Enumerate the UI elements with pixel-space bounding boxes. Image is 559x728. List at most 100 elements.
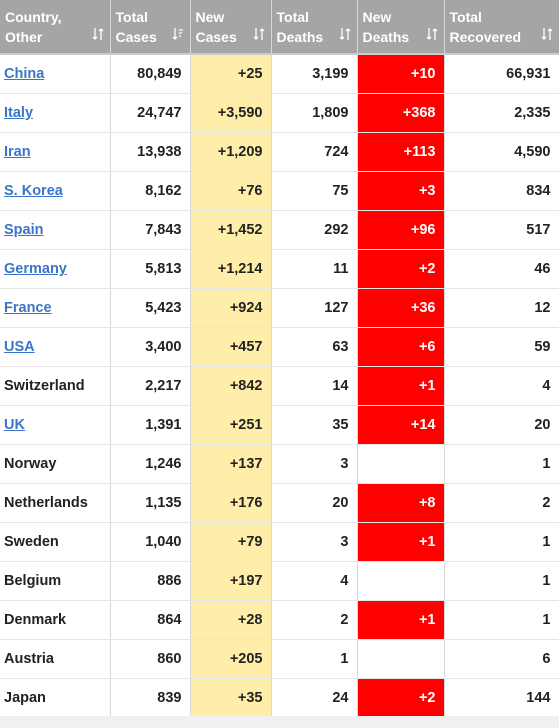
country-name: Denmark: [4, 612, 67, 628]
header-new-cases-line2: Cases: [195, 28, 237, 45]
cell-country[interactable]: France: [0, 288, 111, 328]
cell-total-recovered: 4: [444, 366, 559, 406]
country-link[interactable]: USA: [4, 339, 35, 355]
country-link[interactable]: Italy: [4, 105, 34, 121]
cell-total-deaths: 3: [271, 444, 358, 484]
cell-total-deaths: 20: [271, 483, 358, 523]
cell-new-cases: +1,214: [190, 249, 272, 289]
country-link[interactable]: Iran: [4, 144, 31, 160]
cell-new-deaths: [357, 444, 445, 484]
cell-new-cases: +176: [190, 483, 272, 523]
cell-total-recovered: 4,590: [444, 132, 559, 172]
cell-country: Belgium: [0, 561, 111, 601]
table-row: China 80,849 +25 3,199 +10 66,931: [0, 54, 559, 94]
table-row: Germany 5,813 +1,214 11 +2 46: [0, 249, 559, 289]
cell-country[interactable]: Italy: [0, 93, 111, 133]
cell-new-deaths: +1: [357, 600, 445, 640]
table-body: China 80,849 +25 3,199 +10 66,931 Italy 24,747 +…: [0, 54, 559, 718]
cell-country[interactable]: China: [0, 54, 111, 94]
sort-arrows-icon[interactable]: [426, 27, 438, 41]
country-link[interactable]: UK: [4, 417, 25, 433]
cell-total-deaths: 4: [271, 561, 358, 601]
header-new-deaths-line2: Deaths: [362, 28, 410, 45]
cell-total-cases: 7,843: [110, 210, 191, 250]
cell-country: Japan: [0, 678, 111, 718]
header-country-line2: Other: [5, 28, 43, 45]
cell-total-recovered: 66,931: [444, 54, 559, 94]
cell-total-recovered: 834: [444, 171, 559, 211]
table-row: Netherlands 1,135 +176 20 +8 2: [0, 483, 559, 523]
cell-total-cases: 1,246: [110, 444, 191, 484]
cell-total-cases: 1,391: [110, 405, 191, 445]
table-row: Japan 839 +35 24 +2 144: [0, 678, 559, 718]
cell-total-cases: 860: [110, 639, 191, 679]
header-total-deaths[interactable]: Total Deaths: [271, 0, 358, 55]
cell-new-deaths: +1: [357, 522, 445, 562]
cell-total-cases: 886: [110, 561, 191, 601]
sort-descending-icon[interactable]: [172, 27, 184, 41]
country-link[interactable]: Germany: [4, 261, 67, 277]
cell-total-cases: 5,813: [110, 249, 191, 289]
header-new-deaths[interactable]: New Deaths: [357, 0, 445, 55]
cell-new-cases: +842: [190, 366, 272, 406]
country-name: Switzerland: [4, 378, 85, 394]
cell-country: Sweden: [0, 522, 111, 562]
cell-total-deaths: 292: [271, 210, 358, 250]
cell-total-deaths: 1: [271, 639, 358, 679]
cell-total-cases: 5,423: [110, 288, 191, 328]
header-total-cases[interactable]: Total Cases: [110, 0, 191, 55]
table-row: Denmark 864 +28 2 +1 1: [0, 600, 559, 640]
cell-country: Norway: [0, 444, 111, 484]
sort-arrows-icon[interactable]: [541, 27, 553, 41]
table-row: S. Korea 8,162 +76 75 +3 834: [0, 171, 559, 211]
header-country[interactable]: Country, Other: [0, 0, 111, 55]
cell-new-deaths: +113: [357, 132, 445, 172]
country-link[interactable]: China: [4, 66, 45, 82]
header-total-recovered[interactable]: Total Recovered: [444, 0, 559, 55]
country-name: Netherlands: [4, 495, 88, 511]
sort-arrows-icon[interactable]: [92, 27, 104, 41]
cell-country[interactable]: Spain: [0, 210, 111, 250]
header-total-deaths-line2: Deaths: [276, 28, 324, 45]
cell-total-deaths: 3: [271, 522, 358, 562]
sort-arrows-icon[interactable]: [253, 27, 265, 41]
header-row: Country, Other Total Cases New Cases: [0, 0, 559, 55]
table-row: Norway 1,246 +137 3 1: [0, 444, 559, 484]
cell-country[interactable]: USA: [0, 327, 111, 367]
cell-country: Switzerland: [0, 366, 111, 406]
header-total-recovered-line1: Total: [449, 8, 482, 25]
cell-total-deaths: 127: [271, 288, 358, 328]
cell-country[interactable]: Germany: [0, 249, 111, 289]
cell-new-deaths: +3: [357, 171, 445, 211]
cell-total-deaths: 2: [271, 600, 358, 640]
cell-total-recovered: 12: [444, 288, 559, 328]
cell-new-cases: +924: [190, 288, 272, 328]
table-row: UK 1,391 +251 35 +14 20: [0, 405, 559, 445]
cell-total-recovered: 1: [444, 522, 559, 562]
cell-new-deaths: [357, 639, 445, 679]
country-link[interactable]: S. Korea: [4, 183, 63, 199]
sort-arrows-icon[interactable]: [339, 27, 351, 41]
header-new-deaths-line1: New: [362, 8, 392, 25]
horizontal-scrollbar[interactable]: [0, 716, 559, 728]
cell-country[interactable]: UK: [0, 405, 111, 445]
cell-new-deaths: [357, 561, 445, 601]
cell-total-recovered: 59: [444, 327, 559, 367]
cell-new-deaths: +36: [357, 288, 445, 328]
header-new-cases[interactable]: New Cases: [190, 0, 272, 55]
cell-new-cases: +197: [190, 561, 272, 601]
country-name: Austria: [4, 651, 54, 667]
cell-total-recovered: 6: [444, 639, 559, 679]
country-link[interactable]: France: [4, 300, 52, 316]
cell-new-deaths: +1: [357, 366, 445, 406]
cell-new-deaths: +14: [357, 405, 445, 445]
cell-country[interactable]: S. Korea: [0, 171, 111, 211]
cell-total-cases: 839: [110, 678, 191, 718]
cell-total-cases: 1,040: [110, 522, 191, 562]
cell-country[interactable]: Iran: [0, 132, 111, 172]
header-total-recovered-line2: Recovered: [449, 28, 522, 45]
cell-country: Denmark: [0, 600, 111, 640]
country-link[interactable]: Spain: [4, 222, 44, 238]
cell-country: Austria: [0, 639, 111, 679]
